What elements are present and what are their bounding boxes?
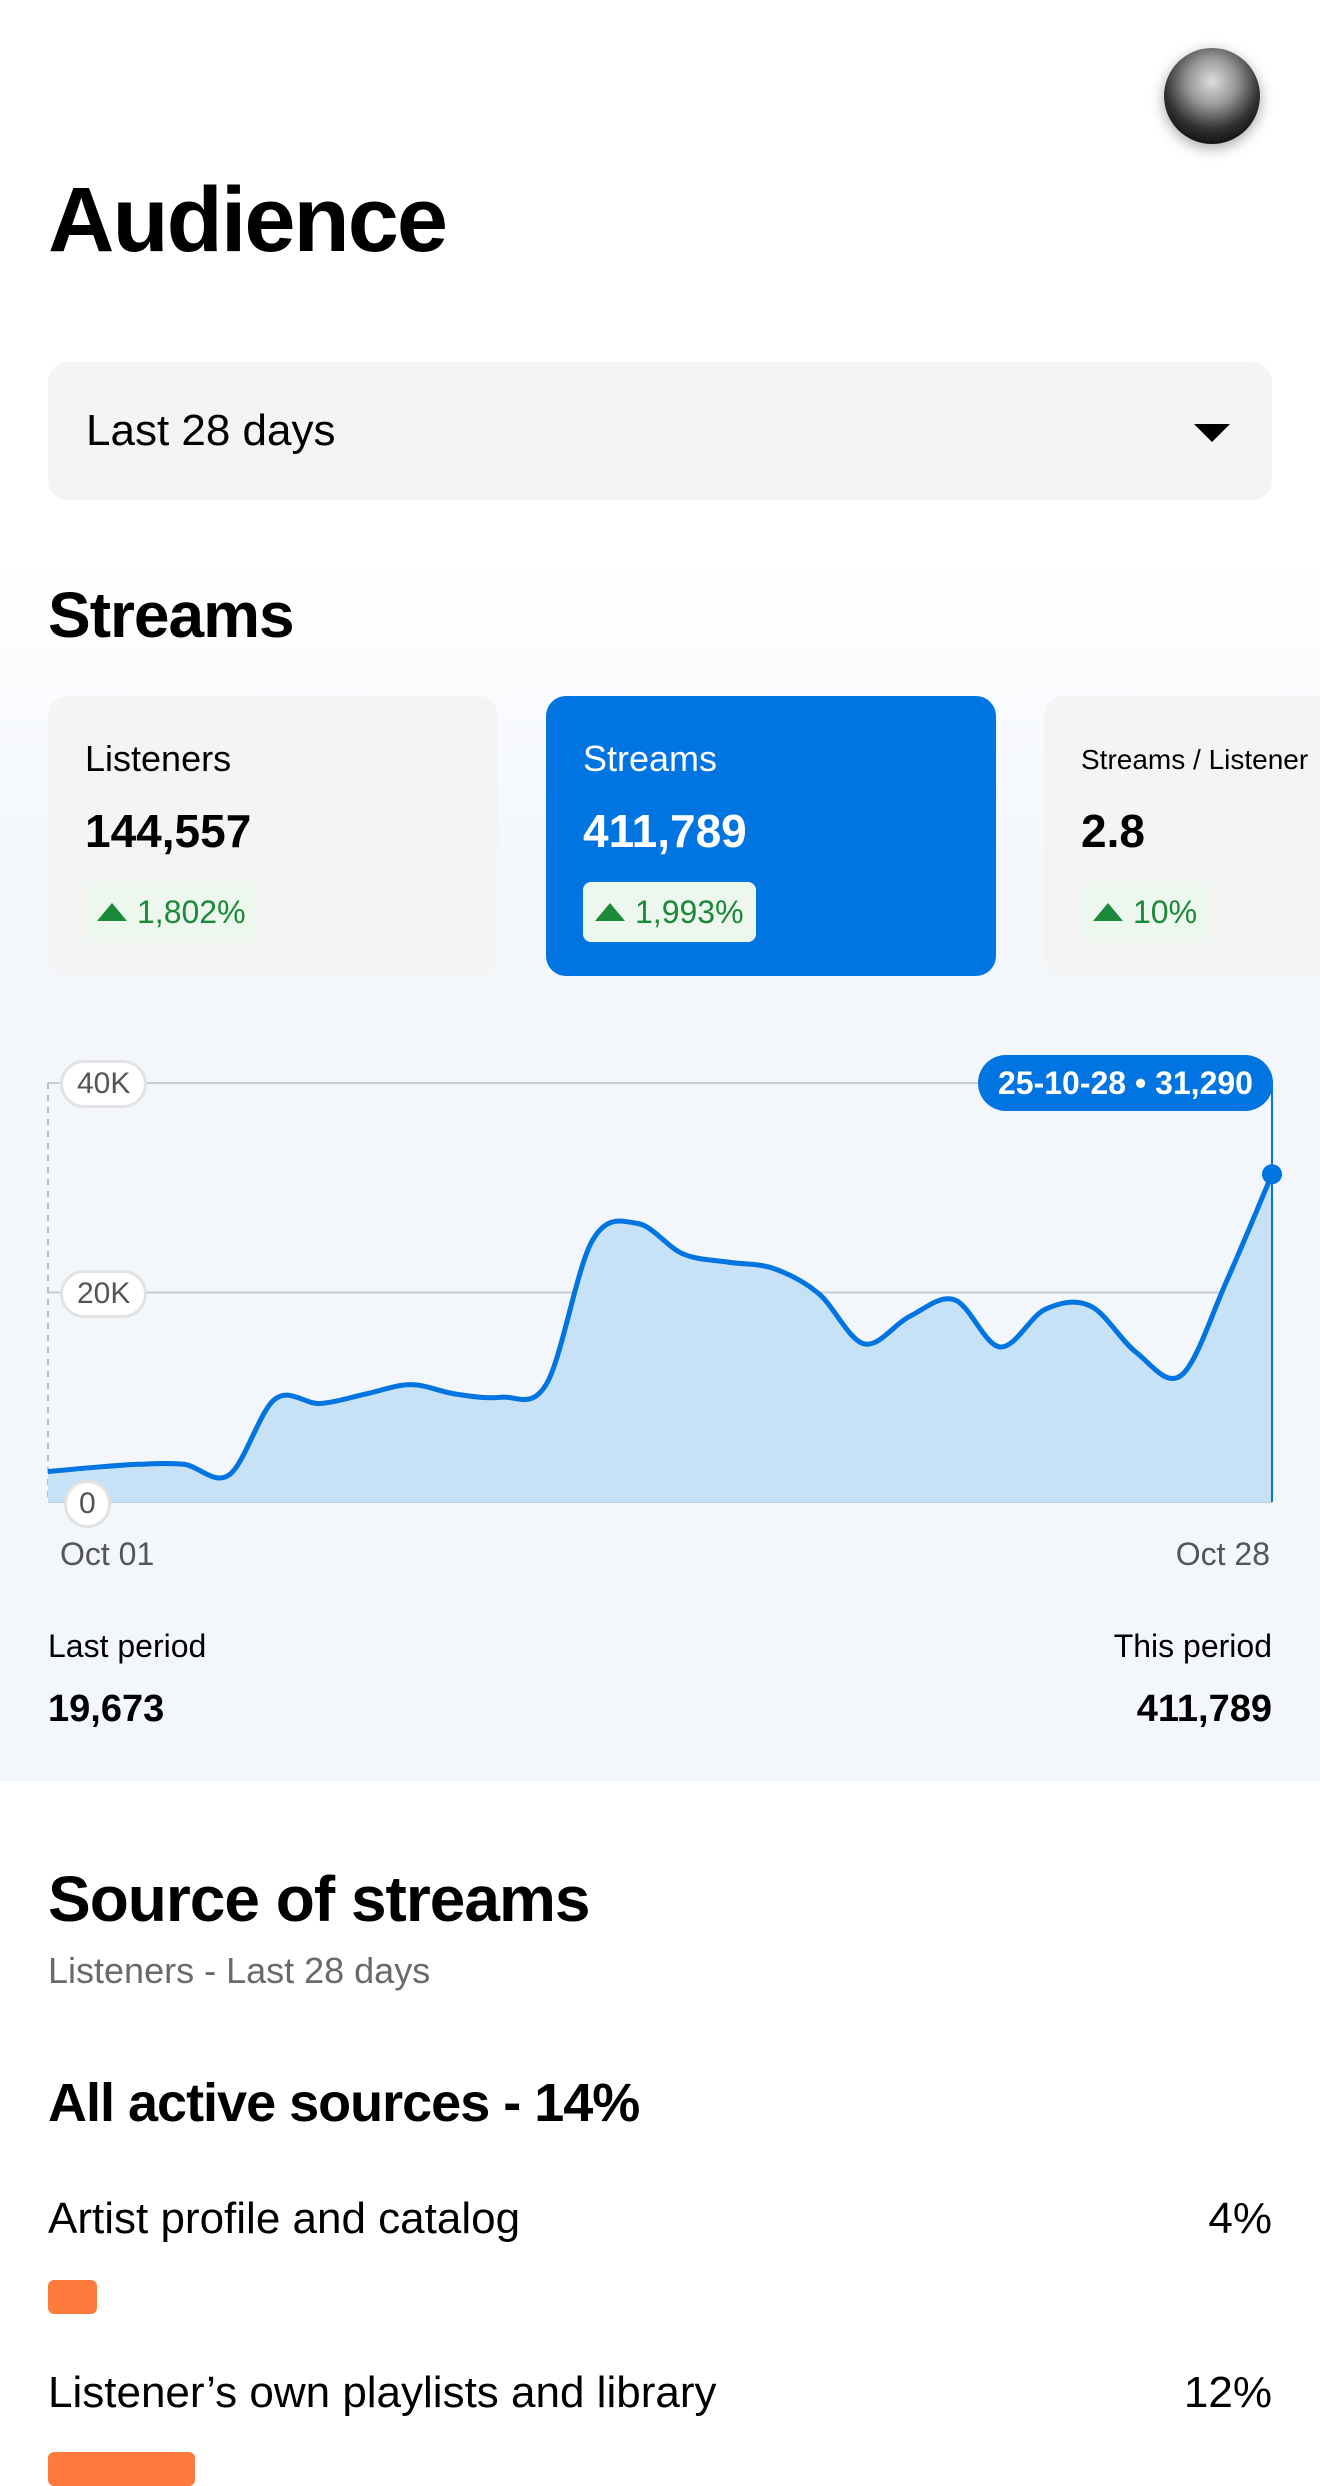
- metric-card-streams[interactable]: Streams 411,789 1,993%: [546, 696, 996, 976]
- this-period-label: This period: [1113, 1628, 1272, 1664]
- sources-subtitle: Listeners - Last 28 days: [48, 1950, 431, 1991]
- avatar[interactable]: [1164, 48, 1260, 144]
- metric-value: 411,789: [583, 805, 747, 857]
- data-point: [1262, 1164, 1282, 1185]
- x-tick-start: Oct 01: [60, 1536, 155, 1572]
- change-badge: 1,802%: [85, 882, 258, 942]
- this-period-value: 411,789: [1136, 1688, 1272, 1730]
- metric-card-streams-per-listener[interactable]: Streams / Listener 2.8 10%: [1044, 696, 1320, 976]
- x-tick-end: Oct 28: [1175, 1536, 1270, 1572]
- arrow-up-icon: [595, 903, 625, 921]
- streams-chart[interactable]: [0, 1040, 1320, 1540]
- series-line: [47, 1173, 1275, 1481]
- y-tick-40k: 40K: [60, 1060, 148, 1108]
- source-percent: 12%: [1183, 2368, 1272, 2417]
- caret-down-icon: [1194, 424, 1230, 442]
- page-title: Audience: [48, 169, 448, 271]
- change-badge: 10%: [1081, 882, 1210, 942]
- y-tick-0: 0: [64, 1480, 111, 1528]
- source-bar-artist-profile: [48, 2280, 97, 2314]
- metric-card-listeners[interactable]: Listeners 144,557 1,802%: [48, 696, 498, 976]
- source-percent: 4%: [1208, 2194, 1272, 2243]
- y-tick-20k: 20K: [60, 1270, 148, 1318]
- date-range-dropdown[interactable]: Last 28 days: [48, 362, 1272, 500]
- area-fill: [48, 1174, 1272, 1502]
- metric-value: 144,557: [85, 805, 252, 857]
- last-period-value: 19,673: [48, 1688, 165, 1730]
- chart-tooltip: 25-10-28 • 31,290: [978, 1055, 1273, 1111]
- change-value: 10%: [1133, 893, 1198, 930]
- arrow-up-icon: [1093, 903, 1123, 921]
- arrow-up-icon: [97, 903, 127, 921]
- metric-label: Streams: [583, 738, 718, 779]
- metric-value: 2.8: [1081, 805, 1145, 857]
- change-badge: 1,993%: [583, 882, 756, 942]
- source-bar-own-playlists: [48, 2452, 195, 2486]
- date-range-value: Last 28 days: [86, 406, 336, 455]
- streams-heading: Streams: [48, 579, 295, 651]
- source-row-artist-profile[interactable]: Artist profile and catalog 4%: [48, 2194, 1272, 2244]
- sources-heading: Source of streams: [48, 1863, 590, 1935]
- source-label: Artist profile and catalog: [48, 2194, 521, 2243]
- sources-group-title: All active sources - 14%: [48, 2073, 640, 2133]
- metric-label: Listeners: [85, 738, 232, 779]
- source-row-own-playlists[interactable]: Listener’s own playlists and library 12%: [48, 2368, 1272, 2418]
- change-value: 1,802%: [137, 893, 246, 930]
- source-label: Listener’s own playlists and library: [48, 2368, 717, 2417]
- last-period-label: Last period: [48, 1628, 207, 1664]
- metric-label: Streams / Listener: [1081, 744, 1309, 775]
- change-value: 1,993%: [635, 893, 744, 930]
